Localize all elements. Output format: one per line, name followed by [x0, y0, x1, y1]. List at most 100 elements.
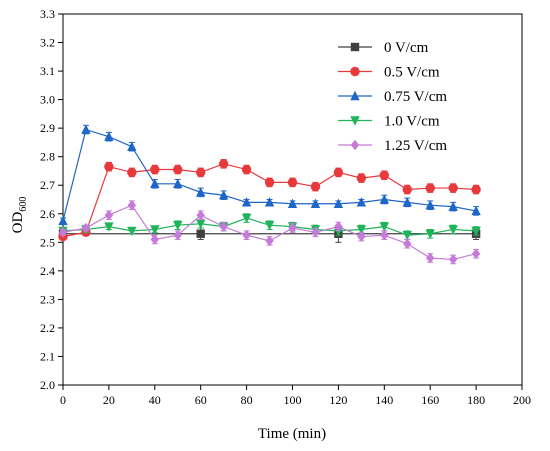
data-point	[265, 235, 274, 247]
data-point	[356, 173, 367, 183]
legend-item-1: 0 V/cm	[338, 40, 429, 56]
data-point	[104, 222, 114, 232]
y-axis-title-subscript: 600	[18, 197, 29, 212]
data-point	[264, 197, 275, 207]
legend-label: 0.5 V/cm	[384, 65, 440, 81]
y-axis-title: OD600	[10, 197, 29, 234]
y-tick-label: 2.1	[40, 349, 55, 363]
legend-item-5: 1.25 V/cm	[338, 138, 447, 154]
x-tick-label: 200	[513, 393, 531, 407]
data-point	[379, 194, 389, 204]
x-tick-label: 100	[284, 393, 302, 407]
data-point	[311, 227, 320, 238]
data-point	[196, 229, 205, 238]
data-point	[173, 229, 182, 241]
data-point	[356, 197, 367, 207]
data-point	[150, 225, 160, 235]
data-point	[196, 209, 205, 221]
y-tick-label: 2.7	[40, 178, 55, 192]
data-point	[196, 187, 206, 197]
data-point	[287, 198, 298, 208]
data-point	[127, 226, 137, 237]
data-point	[379, 170, 389, 180]
series-2	[58, 159, 481, 242]
axis-ticks: 0 20 40 60 80 100 120 140 160 180 200 2.0 2.1 2.2 2.3 2…	[40, 7, 531, 407]
data-point	[173, 178, 183, 189]
x-tick-label: 180	[467, 393, 485, 407]
data-point	[218, 190, 229, 200]
y-tick-label: 3.0	[40, 93, 55, 107]
data-point	[448, 225, 458, 235]
x-tick-label: 60	[195, 393, 207, 407]
data-point	[241, 213, 252, 224]
data-point	[264, 220, 275, 231]
y-tick-label: 2.5	[40, 235, 55, 249]
data-point	[471, 226, 481, 237]
data-point	[104, 161, 114, 172]
data-point	[448, 183, 458, 193]
data-point	[310, 198, 321, 208]
series-5	[58, 200, 481, 265]
data-point	[402, 184, 412, 195]
data-point	[287, 177, 298, 188]
data-point	[127, 167, 137, 178]
data-point	[81, 222, 91, 234]
data-point	[150, 234, 159, 245]
legend-marker	[350, 116, 360, 126]
data-point	[288, 222, 297, 234]
legend-marker	[350, 139, 360, 151]
series-3	[58, 124, 481, 226]
legend-label: 1.0 V/cm	[384, 114, 440, 130]
legend: 0 V/cm 0.5 V/cm 0.75 V/cm 1.0 V/cm 1.25 V/cm	[338, 40, 447, 154]
data-point	[425, 200, 435, 210]
y-tick-label: 2.2	[40, 321, 55, 335]
data-point	[104, 131, 114, 141]
legend-label: 0 V/cm	[384, 40, 429, 56]
data-point	[471, 184, 481, 195]
data-point	[403, 238, 412, 249]
x-tick-label: 0	[60, 393, 66, 407]
y-tick-label: 2.8	[40, 150, 55, 164]
data-point	[241, 197, 252, 207]
data-point	[471, 205, 481, 216]
data-point	[402, 197, 412, 207]
legend-label: 1.25 V/cm	[384, 138, 447, 154]
data-point	[58, 215, 68, 226]
legend-label: 0.75 V/cm	[384, 89, 447, 105]
data-point	[218, 159, 229, 169]
data-point	[448, 254, 458, 265]
data-point	[219, 221, 228, 232]
data-point	[380, 229, 389, 241]
data-point	[471, 248, 481, 259]
data-point	[104, 209, 114, 221]
data-point	[241, 164, 252, 175]
y-tick-label: 2.4	[40, 264, 55, 278]
data-point	[196, 219, 206, 229]
x-tick-label: 80	[241, 393, 253, 407]
data-point	[127, 141, 137, 151]
y-tick-label: 3.3	[40, 7, 55, 21]
legend-marker	[350, 42, 360, 52]
data-point	[357, 231, 366, 242]
y-tick-label: 2.0	[40, 378, 55, 392]
legend-item-3: 0.75 V/cm	[338, 89, 447, 105]
x-tick-label: 140	[375, 393, 393, 407]
data-point	[310, 181, 321, 192]
y-tick-label: 2.3	[40, 292, 55, 306]
x-axis-title: Time (min)	[258, 426, 326, 442]
data-point	[173, 164, 183, 175]
data-point	[264, 177, 275, 188]
legend-item-2: 0.5 V/cm	[338, 65, 440, 81]
data-point	[150, 164, 160, 175]
data-point	[402, 230, 412, 241]
data-point	[150, 178, 160, 189]
data-point	[356, 225, 367, 235]
data-point	[448, 201, 458, 211]
y-tick-label: 3.2	[40, 36, 55, 50]
x-tick-label: 40	[149, 393, 161, 407]
legend-marker	[350, 66, 360, 77]
data-point	[425, 229, 435, 239]
series-group	[58, 124, 481, 265]
data-point	[333, 198, 344, 208]
